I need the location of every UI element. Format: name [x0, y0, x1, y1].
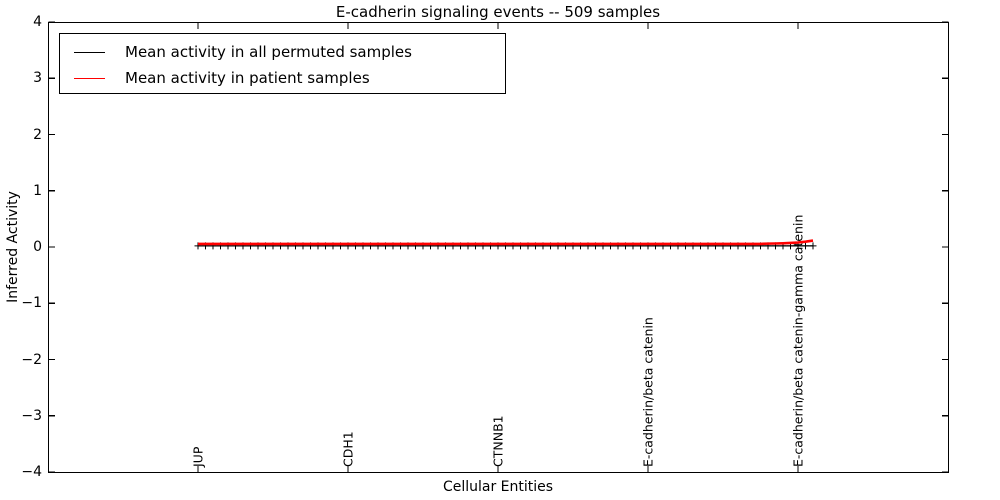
legend-line-red — [74, 77, 105, 79]
legend-line-black — [74, 51, 105, 53]
y-tick-marks — [48, 21, 949, 473]
legend: Mean activity in all permuted samples Me… — [59, 33, 506, 94]
x-tick-label: E-cadherin/beta catenin-gamma catenin — [791, 215, 806, 467]
chart-title: E-cadherin signaling events -- 509 sampl… — [335, 3, 661, 21]
x-tick-label: CDH1 — [341, 431, 356, 467]
legend-item-permuted: Mean activity in all permuted samples — [74, 39, 505, 65]
x-tick-label: CTNNB1 — [491, 415, 506, 467]
x-axis-label: Cellular Entities — [442, 479, 554, 495]
y-tick-label: −4 — [21, 464, 42, 480]
legend-label: Mean activity in patient samples — [125, 69, 370, 87]
series-line-patient — [198, 239, 814, 246]
y-tick-label: −1 — [21, 295, 42, 312]
x-tick-label: JUP — [191, 446, 206, 468]
y-tick-label: 3 — [33, 70, 42, 87]
y-tick-label: −3 — [21, 407, 42, 424]
y-tick-label: 1 — [33, 182, 42, 199]
y-tick-label: 0 — [33, 239, 42, 255]
y-tick-label: 4 — [33, 14, 42, 30]
x-tick-label: E-cadherin/beta catenin — [641, 317, 656, 467]
y-tick-label: 2 — [33, 126, 42, 143]
y-tick-label: −2 — [21, 351, 42, 368]
legend-label: Mean activity in all permuted samples — [125, 43, 412, 61]
legend-item-patient: Mean activity in patient samples — [74, 65, 505, 91]
series-markers-plus — [194, 242, 817, 250]
x-tick-marks — [197, 22, 799, 473]
